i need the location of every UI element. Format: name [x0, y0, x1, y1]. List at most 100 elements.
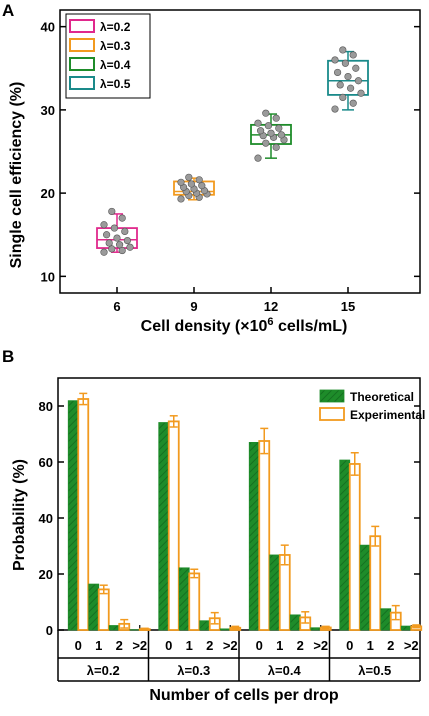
panel-a-data-point [358, 90, 365, 97]
panel-a-data-point [342, 60, 349, 67]
panel-a-y-axis-title: Single cell efficiency (%) [8, 82, 25, 269]
panel-a-data-point [278, 132, 285, 139]
panel-a-data-point [273, 115, 280, 122]
panel-b-experimental-bar [350, 464, 360, 630]
panel-b-experimental-bar [78, 399, 88, 630]
panel-a-data-point [119, 215, 126, 222]
panel-b-subcategory-label: 2 [206, 638, 213, 653]
panel-b-y-tick-label: 80 [39, 399, 53, 414]
panel-b-experimental-bar [99, 589, 109, 630]
panel-a-legend-label: λ=0.4 [100, 58, 131, 72]
panel-b-theoretical-bar [270, 555, 280, 630]
panel-b-subcategory-label: >2 [132, 638, 147, 653]
panel-b-theoretical-bar [311, 628, 321, 630]
panel-a-data-point [350, 52, 357, 59]
panel-a-data-point [345, 73, 352, 80]
panel-b-legend-label-experimental: Experimental [350, 408, 425, 422]
panel-b-subcategory-label: 2 [387, 638, 394, 653]
panel-b-group-label: λ=0.5 [358, 663, 391, 678]
panel-b-label: B [2, 347, 14, 366]
panel-b-subcategory-label: 2 [297, 638, 304, 653]
panel-b-y-tick-label: 40 [39, 511, 53, 526]
panel-a-data-point [255, 120, 262, 127]
panel-b-group-label: λ=0.3 [177, 663, 210, 678]
panel-a-y-tick-label: 20 [41, 186, 55, 201]
panel-a-x-tick-label: 9 [190, 299, 197, 314]
panel-a-data-point [186, 174, 193, 181]
panel-b-subcategory-label: >2 [223, 638, 238, 653]
panel-b-y-tick-label: 0 [46, 623, 53, 638]
panel-b-subcategory-label: 0 [165, 638, 172, 653]
panel-a-data-point [103, 231, 110, 238]
panel-b-legend-label-theoretical: Theoretical [350, 390, 414, 404]
panel-a-x-axis-title: Cell density (×106 cells/mL) [141, 316, 348, 335]
panel-a-data-point [340, 47, 347, 54]
panel-b-legend-swatch-experimental [320, 408, 344, 420]
panel-b-theoretical-bar [200, 621, 210, 630]
panel-a-data-point [101, 249, 108, 256]
panel-b-theoretical-bar [381, 609, 391, 630]
panel-b-theoretical-bar [290, 615, 300, 630]
panel-b-y-tick-label: 60 [39, 455, 53, 470]
panel-b-theoretical-bar [109, 626, 119, 630]
panel-a-data-point [124, 237, 131, 244]
panel-a-data-point [111, 225, 118, 232]
panel-a-data-point [106, 240, 113, 247]
panel-a-x-tick-label: 15 [341, 299, 355, 314]
panel-b-experimental-bar [189, 573, 199, 630]
panel-a-data-point [263, 140, 270, 147]
panel-a-y-tick-label: 10 [41, 269, 55, 284]
panel-b-theoretical-bar [68, 401, 78, 630]
panel-b-experimental-bar [259, 441, 269, 630]
panel-a-data-point [268, 130, 275, 137]
panel-a-data-point [127, 244, 134, 251]
panel-a-label: A [2, 1, 14, 20]
panel-b-experimental-bar [370, 536, 380, 630]
panel-b-subcategory-label: 1 [367, 638, 374, 653]
panel-a-data-point [276, 125, 283, 132]
panel-b-experimental-bar [169, 421, 179, 630]
panel-b-experimental-bar [280, 555, 290, 630]
panel-b-theoretical-bar [401, 626, 411, 630]
panel-a-data-point [101, 221, 108, 228]
panel-b-group-label: λ=0.4 [268, 663, 302, 678]
panel-b-theoretical-bar [179, 568, 189, 630]
panel-a-data-point [265, 122, 272, 129]
panel-a-data-point [188, 181, 195, 188]
panel-b-x-axis-title: Number of cells per drop [149, 687, 339, 704]
panel-b-theoretical-bar [89, 584, 99, 630]
panel-b-theoretical-bar [159, 423, 169, 630]
panel-a-x-tick-label: 12 [264, 299, 278, 314]
panel-b-theoretical-bar [220, 629, 230, 630]
panel-b-subcategory-label: >2 [404, 638, 419, 653]
panel-a-data-point [334, 69, 341, 76]
panel-a-legend-label: λ=0.5 [100, 77, 131, 91]
panel-a-x-axis-title-tail: cells/mL) [274, 318, 348, 335]
panel-a-data-point [350, 100, 357, 107]
panel-b-subcategory-label: 1 [186, 638, 193, 653]
panel-a-data-point [255, 155, 262, 162]
panel-a-y-tick-label: 30 [41, 103, 55, 118]
panel-b-subcategory-label: 0 [75, 638, 82, 653]
panel-a-data-point [353, 65, 360, 72]
panel-b-subcategory-label: 2 [116, 638, 123, 653]
panel-a-data-point [109, 208, 116, 215]
panel-a-data-point [347, 85, 354, 92]
panel-b-subcategory-label: 0 [256, 638, 263, 653]
panel-a-data-point [332, 106, 339, 113]
panel-a-data-point [273, 144, 280, 151]
panel-a-legend-label: λ=0.3 [100, 39, 131, 53]
panel-a-data-point [114, 235, 121, 242]
panel-a-data-point [178, 196, 185, 203]
panel-a-x-axis-title-main: Cell density (×10 [141, 318, 268, 335]
panel-a-data-point [196, 177, 203, 184]
panel-a-data-point [337, 82, 344, 89]
panel-a-data-point [116, 241, 123, 248]
panel-b-subcategory-label: 0 [346, 638, 353, 653]
panel-b-y-tick-label: 20 [39, 567, 53, 582]
panel-b-subcategory-label: 1 [276, 638, 283, 653]
panel-a-legend-label: λ=0.2 [100, 20, 131, 34]
